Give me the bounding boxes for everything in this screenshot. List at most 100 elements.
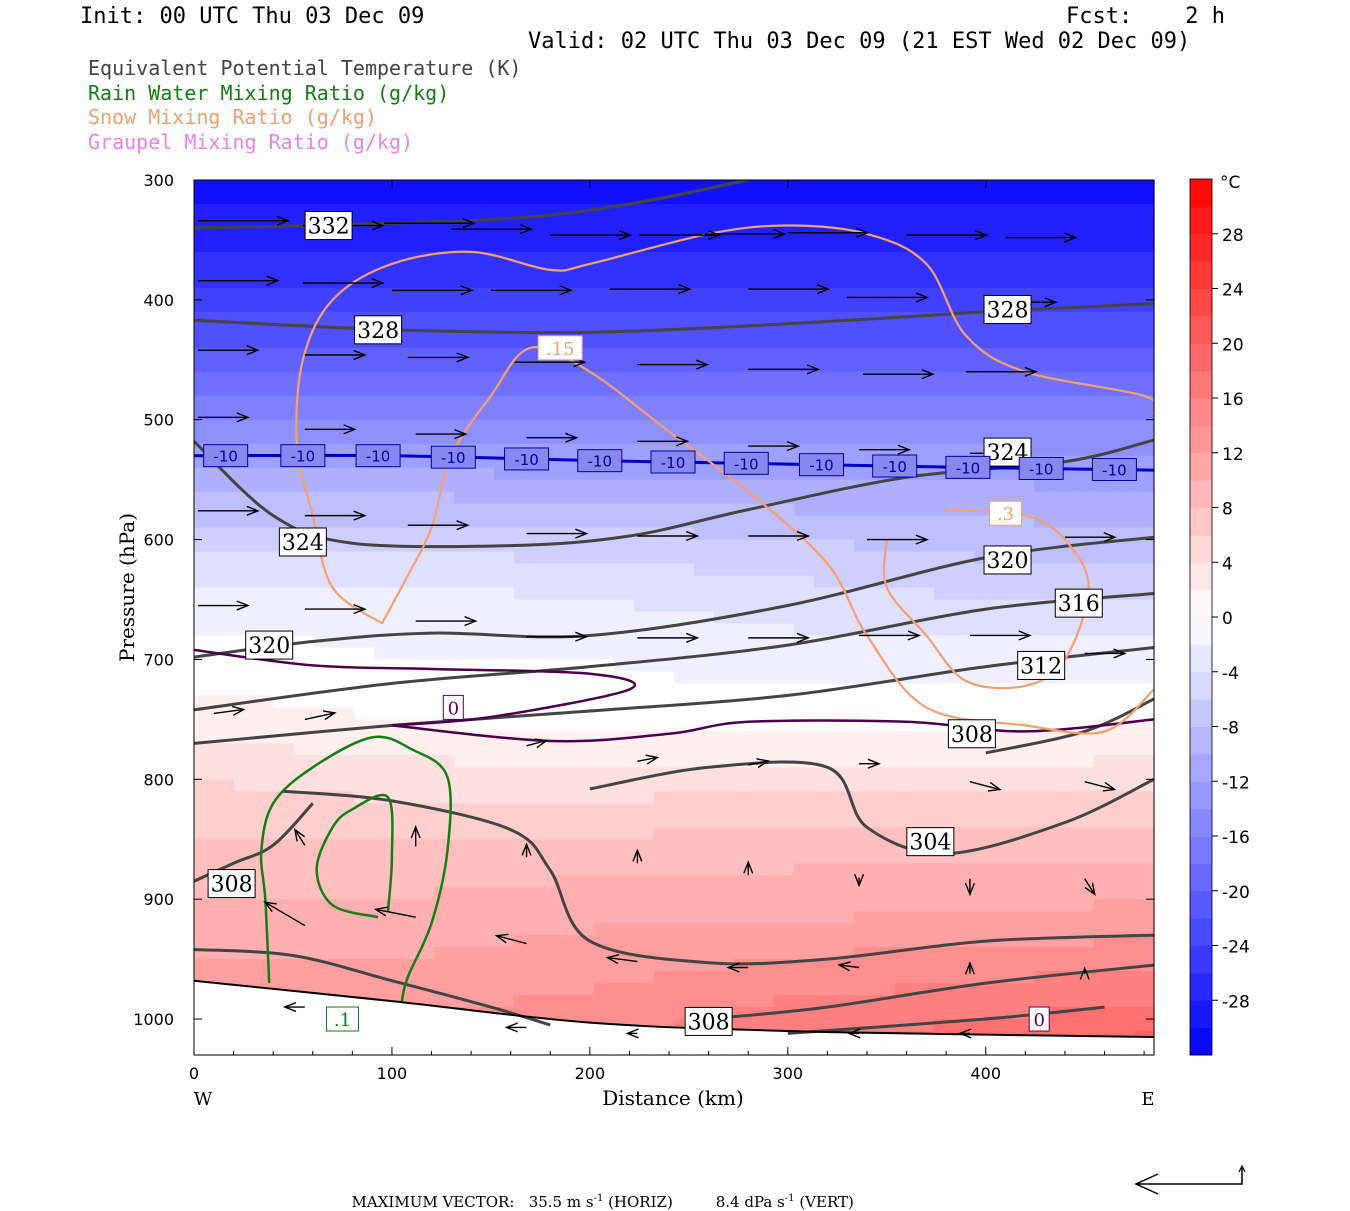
temperature-cell [814,1019,835,1032]
temperature-cell [1094,947,1115,960]
temperature-cell [894,371,915,385]
temperature-cell [1074,875,1095,888]
temperature-cell [534,695,555,708]
temperature-cell [1094,731,1115,744]
temperature-cell [654,251,675,265]
temperature-cell [634,827,655,840]
temperature-cell [374,683,395,697]
temperature-cell [214,659,235,673]
wind-vector-head [605,953,620,965]
temperature-cell [254,203,275,217]
colorbar-tick-label: -12 [1222,773,1250,793]
temperature-cell [334,443,355,457]
colorbar-swatch [1190,644,1212,673]
temperature-cell [614,551,635,565]
temperature-cell [954,215,975,229]
temperature-cell [854,959,875,972]
temperature-cell [774,803,795,816]
temperature-cell [494,923,515,936]
temperature-cell [1014,839,1035,852]
wind-vector-head [343,424,357,435]
temperature-cell [614,959,635,972]
temperature-cell [1114,779,1135,792]
temperature-cell [754,275,775,289]
temperature-cell [1054,839,1075,852]
temperature-cell [974,371,995,385]
temperature-cell [274,287,295,301]
legend-rain: Rain Water Mixing Ratio (g/kg) [88,81,450,105]
temperature-cell [614,491,635,505]
x-tick-label: 300 [773,1064,804,1083]
temperature-cell [714,959,735,972]
isotherm-label-box [945,455,991,479]
temperature-cell [1094,180,1115,193]
temperature-cell [754,479,775,493]
temperature-cell [634,611,655,625]
temperature-cell [754,827,775,840]
temperature-cell [894,275,915,289]
temperature-cell [434,635,455,649]
temperature-cell [974,755,995,768]
temperature-cell [694,887,715,900]
temperature-cell [474,971,495,984]
temperature-cell [534,647,555,661]
temperature-cell [874,647,895,661]
temperature-cell [574,239,595,253]
temperature-cell [394,863,415,876]
temperature-cell [394,191,415,205]
temperature-cell [214,815,235,828]
temperature-cell [254,335,275,349]
temperature-cell [854,755,875,768]
temperature-cell [854,851,875,864]
temperature-cell [1074,335,1095,349]
wind-vector-head [796,530,811,542]
contour-label: 324 [983,437,1032,467]
temperature-cell [914,803,935,816]
temperature-cell [1134,203,1155,217]
temperature-cell [654,347,675,361]
temperature-cell [614,803,635,816]
temperature-cell [554,215,575,229]
temperature-cell [714,359,735,373]
temperature-cell [214,383,235,397]
temperature-cell [334,707,355,720]
temperature-cell [254,180,275,193]
isotherm-0 [194,648,637,727]
temperature-cell [754,539,775,553]
wind-vector-head [645,754,660,765]
temperature-cell [1094,203,1115,217]
temperature-cell [754,359,775,373]
temperature-cell [934,419,955,433]
temperature-cell [774,779,795,792]
temperature-cell [954,779,975,792]
temperature-cell [1034,527,1055,541]
temperature-cell [334,575,355,589]
temperature-cell [834,899,855,912]
temperature-cell [1114,551,1135,565]
temperature-cell [214,803,235,816]
temperature-cell [294,180,315,193]
temperature-cell [434,587,455,601]
temperature-cell [1094,335,1115,349]
temperature-cell [1054,443,1075,457]
temperature-cell [954,180,975,193]
temperature-cell [334,359,355,373]
temperature-cell [574,791,595,804]
temperature-cell [554,995,575,1008]
temperature-cell [874,743,895,756]
temperature-cell [694,731,715,744]
temperature-cell [594,815,615,828]
temperature-cell [674,683,695,697]
temperature-cell [1074,347,1095,361]
temperature-cell [1114,539,1135,553]
temperature-cell [714,527,735,541]
temperature-cell [414,431,435,445]
temperature-cell [434,779,455,792]
temperature-cell [734,683,755,697]
temperature-cell [894,659,915,673]
temperature-cell [894,383,915,397]
temperature-cell [814,887,835,900]
temperature-cell [674,419,695,433]
colorbar-swatch [1190,617,1212,645]
temperature-cell [494,227,515,241]
